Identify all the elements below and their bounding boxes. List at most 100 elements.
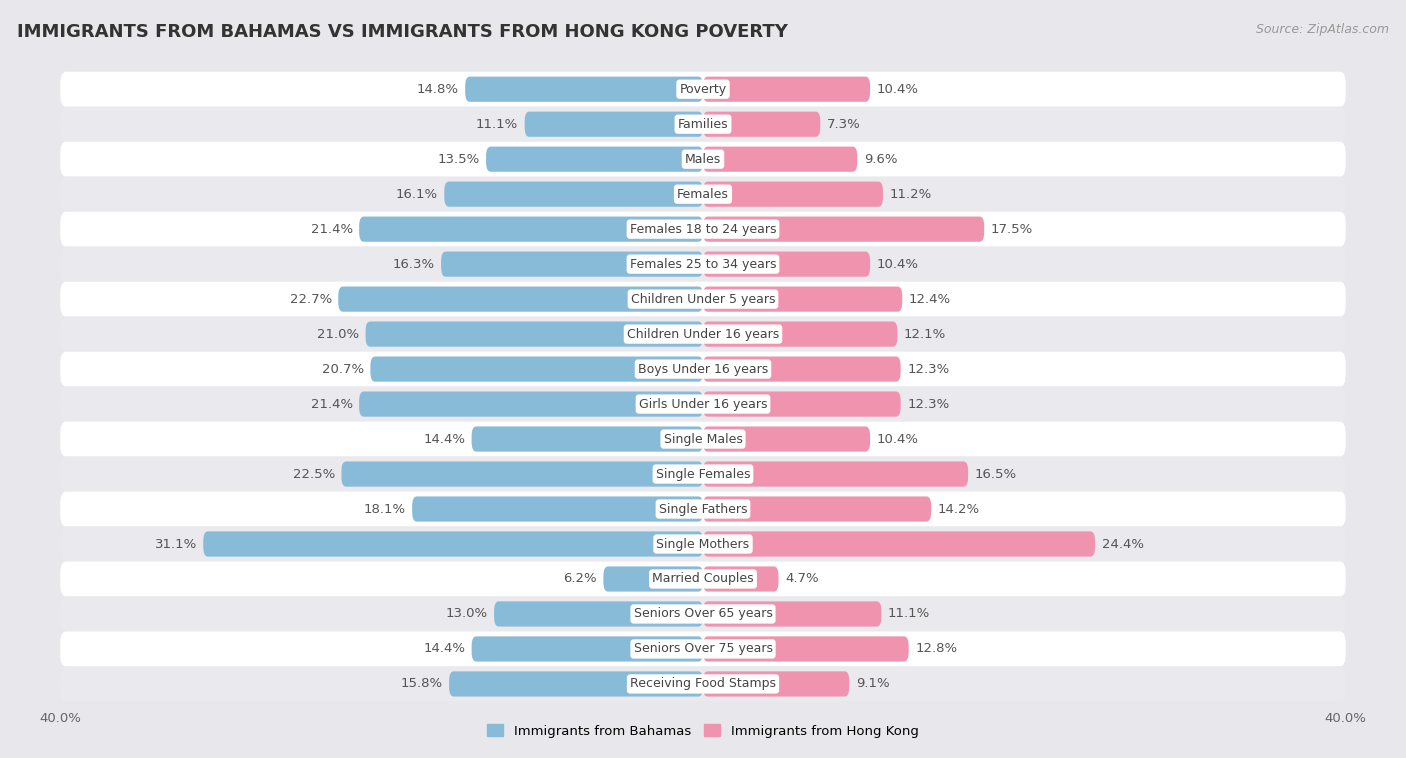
FancyBboxPatch shape [60, 317, 1346, 352]
FancyBboxPatch shape [703, 146, 858, 172]
FancyBboxPatch shape [471, 427, 703, 452]
FancyBboxPatch shape [703, 111, 820, 136]
Text: 31.1%: 31.1% [155, 537, 197, 550]
FancyBboxPatch shape [603, 566, 703, 591]
Text: Single Males: Single Males [664, 433, 742, 446]
Text: Single Fathers: Single Fathers [659, 503, 747, 515]
FancyBboxPatch shape [703, 182, 883, 207]
Text: 16.3%: 16.3% [392, 258, 434, 271]
FancyBboxPatch shape [703, 462, 969, 487]
FancyBboxPatch shape [703, 252, 870, 277]
FancyBboxPatch shape [60, 387, 1346, 421]
Text: Children Under 5 years: Children Under 5 years [631, 293, 775, 305]
Text: 9.6%: 9.6% [863, 152, 897, 166]
FancyBboxPatch shape [204, 531, 703, 556]
FancyBboxPatch shape [703, 356, 901, 382]
FancyBboxPatch shape [524, 111, 703, 136]
FancyBboxPatch shape [60, 597, 1346, 631]
FancyBboxPatch shape [703, 321, 897, 346]
Text: 14.4%: 14.4% [423, 643, 465, 656]
FancyBboxPatch shape [703, 672, 849, 697]
Text: 12.4%: 12.4% [908, 293, 950, 305]
FancyBboxPatch shape [60, 666, 1346, 701]
Text: 12.8%: 12.8% [915, 643, 957, 656]
Text: 11.1%: 11.1% [477, 117, 519, 130]
Text: 15.8%: 15.8% [401, 678, 443, 691]
FancyBboxPatch shape [703, 637, 908, 662]
Legend: Immigrants from Bahamas, Immigrants from Hong Kong: Immigrants from Bahamas, Immigrants from… [482, 719, 924, 743]
FancyBboxPatch shape [703, 217, 984, 242]
Text: 22.7%: 22.7% [290, 293, 332, 305]
FancyBboxPatch shape [412, 496, 703, 522]
FancyBboxPatch shape [60, 527, 1346, 562]
FancyBboxPatch shape [703, 287, 903, 312]
Text: Girls Under 16 years: Girls Under 16 years [638, 398, 768, 411]
FancyBboxPatch shape [444, 182, 703, 207]
FancyBboxPatch shape [703, 531, 1095, 556]
Text: Males: Males [685, 152, 721, 166]
Text: 10.4%: 10.4% [876, 433, 918, 446]
Text: Females 18 to 24 years: Females 18 to 24 years [630, 223, 776, 236]
Text: 6.2%: 6.2% [564, 572, 598, 585]
Text: 7.3%: 7.3% [827, 117, 860, 130]
Text: Seniors Over 65 years: Seniors Over 65 years [634, 607, 772, 621]
Text: 12.3%: 12.3% [907, 398, 949, 411]
FancyBboxPatch shape [60, 282, 1346, 317]
FancyBboxPatch shape [339, 287, 703, 312]
Text: 11.2%: 11.2% [890, 188, 932, 201]
Text: Females 25 to 34 years: Females 25 to 34 years [630, 258, 776, 271]
Text: 21.4%: 21.4% [311, 223, 353, 236]
FancyBboxPatch shape [441, 252, 703, 277]
FancyBboxPatch shape [703, 427, 870, 452]
Text: 9.1%: 9.1% [856, 678, 889, 691]
Text: 14.2%: 14.2% [938, 503, 980, 515]
Text: Families: Families [678, 117, 728, 130]
Text: 22.5%: 22.5% [292, 468, 335, 481]
FancyBboxPatch shape [465, 77, 703, 102]
FancyBboxPatch shape [60, 177, 1346, 211]
FancyBboxPatch shape [60, 142, 1346, 177]
FancyBboxPatch shape [60, 562, 1346, 597]
FancyBboxPatch shape [370, 356, 703, 382]
Text: 4.7%: 4.7% [785, 572, 818, 585]
Text: Children Under 16 years: Children Under 16 years [627, 327, 779, 340]
Text: Boys Under 16 years: Boys Under 16 years [638, 362, 768, 375]
Text: Single Mothers: Single Mothers [657, 537, 749, 550]
FancyBboxPatch shape [494, 601, 703, 627]
Text: 18.1%: 18.1% [364, 503, 406, 515]
Text: 14.4%: 14.4% [423, 433, 465, 446]
Text: 11.1%: 11.1% [887, 607, 929, 621]
Text: 10.4%: 10.4% [876, 258, 918, 271]
FancyBboxPatch shape [60, 246, 1346, 282]
Text: 12.3%: 12.3% [907, 362, 949, 375]
FancyBboxPatch shape [486, 146, 703, 172]
Text: 13.5%: 13.5% [437, 152, 479, 166]
Text: Poverty: Poverty [679, 83, 727, 96]
Text: 24.4%: 24.4% [1101, 537, 1143, 550]
FancyBboxPatch shape [60, 107, 1346, 142]
FancyBboxPatch shape [471, 637, 703, 662]
Text: 17.5%: 17.5% [991, 223, 1033, 236]
Text: 21.4%: 21.4% [311, 398, 353, 411]
FancyBboxPatch shape [703, 77, 870, 102]
FancyBboxPatch shape [359, 217, 703, 242]
FancyBboxPatch shape [60, 631, 1346, 666]
FancyBboxPatch shape [342, 462, 703, 487]
FancyBboxPatch shape [703, 601, 882, 627]
Text: Seniors Over 75 years: Seniors Over 75 years [634, 643, 772, 656]
Text: 10.4%: 10.4% [876, 83, 918, 96]
FancyBboxPatch shape [359, 391, 703, 417]
FancyBboxPatch shape [449, 672, 703, 697]
FancyBboxPatch shape [703, 566, 779, 591]
Text: 16.1%: 16.1% [395, 188, 437, 201]
Text: IMMIGRANTS FROM BAHAMAS VS IMMIGRANTS FROM HONG KONG POVERTY: IMMIGRANTS FROM BAHAMAS VS IMMIGRANTS FR… [17, 23, 787, 41]
Text: 12.1%: 12.1% [904, 327, 946, 340]
FancyBboxPatch shape [60, 352, 1346, 387]
FancyBboxPatch shape [366, 321, 703, 346]
Text: 16.5%: 16.5% [974, 468, 1017, 481]
Text: Females: Females [678, 188, 728, 201]
Text: Single Females: Single Females [655, 468, 751, 481]
Text: 20.7%: 20.7% [322, 362, 364, 375]
Text: 14.8%: 14.8% [416, 83, 458, 96]
Text: Married Couples: Married Couples [652, 572, 754, 585]
